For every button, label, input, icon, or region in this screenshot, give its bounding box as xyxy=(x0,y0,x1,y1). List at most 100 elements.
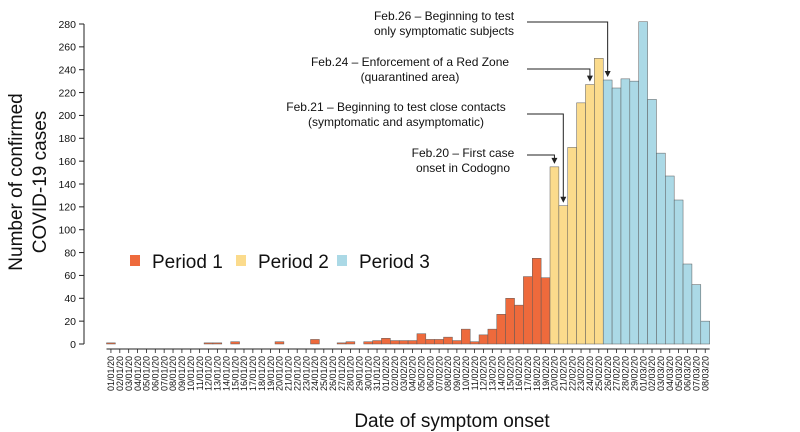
x-tick-label: 20/02/20 xyxy=(550,356,560,391)
bar-02/02/20 xyxy=(390,340,400,345)
bar-14/02/20 xyxy=(496,314,506,345)
bar-25/02/20 xyxy=(594,58,604,345)
annotation-arrowhead xyxy=(586,75,593,82)
x-tick-label: 26/01/20 xyxy=(328,356,338,391)
x-tick-label: 22/02/20 xyxy=(567,356,577,391)
bar-29/02/20 xyxy=(629,80,639,345)
bar-27/01/20 xyxy=(336,342,347,345)
annotation-arrow-line xyxy=(527,21,609,72)
bar-16/02/20 xyxy=(514,304,524,345)
x-tick-label: 04/01/20 xyxy=(133,356,143,391)
bar-18/02/20 xyxy=(532,258,542,345)
x-tick-label: 10/02/20 xyxy=(461,356,471,391)
bar-28/01/20 xyxy=(345,341,356,345)
x-tick-label: 29/02/20 xyxy=(629,356,639,391)
y-tick-label: 240 xyxy=(58,65,76,77)
x-tick-label: 23/01/20 xyxy=(301,356,311,391)
x-tick-label: 02/03/20 xyxy=(647,356,657,391)
x-tick-label: 28/01/20 xyxy=(346,356,356,391)
x-tick-label: 26/02/20 xyxy=(603,356,613,391)
bars-group xyxy=(106,21,710,345)
x-tick-label: 02/01/20 xyxy=(115,356,125,391)
x-tick-label: 03/03/20 xyxy=(656,356,666,391)
y-tick-label: 40 xyxy=(64,293,76,305)
bar-24/01/20 xyxy=(310,339,320,345)
annotation-arrowhead xyxy=(604,71,611,77)
bar-08/02/20 xyxy=(443,336,453,345)
legend-swatch-period-3 xyxy=(337,255,347,266)
x-tick-label: 15/01/20 xyxy=(230,356,240,391)
bar-15/01/20 xyxy=(230,341,240,345)
x-tick-label: 15/02/20 xyxy=(505,356,515,391)
x-tick-label: 16/02/20 xyxy=(514,356,524,391)
y-tick-label: 160 xyxy=(58,156,76,168)
annotation-text: only symptomatic subjects xyxy=(374,24,514,38)
y-axis-title-line2: COVID-19 cases xyxy=(30,111,51,254)
x-tick-label: 10/01/20 xyxy=(186,356,196,391)
x-tick-label: 08/03/20 xyxy=(700,356,710,391)
x-tick-label: 07/03/20 xyxy=(692,356,702,391)
x-tick-label: 31/01/20 xyxy=(372,356,382,391)
x-tick-label: 09/01/20 xyxy=(177,356,187,391)
x-tick-label: 27/01/20 xyxy=(337,356,347,391)
bar-01/02/20 xyxy=(381,338,391,345)
x-tick-label: 04/02/20 xyxy=(408,356,418,391)
x-tick-label: 07/01/20 xyxy=(159,356,169,391)
bar-31/01/20 xyxy=(372,340,382,345)
x-tick-label: 24/01/20 xyxy=(310,356,320,391)
bar-22/02/20 xyxy=(567,147,577,345)
legend: Period 1 Period 2 Period 3 xyxy=(130,252,430,273)
legend-label-period-3: Period 3 xyxy=(359,252,430,273)
bar-07/03/20 xyxy=(691,284,702,345)
x-tick-label: 04/03/20 xyxy=(665,356,675,391)
bar-17/02/20 xyxy=(523,276,533,345)
x-tick-label: 13/02/20 xyxy=(488,356,498,391)
bar-09/02/20 xyxy=(452,340,462,345)
x-tick-label: 23/02/20 xyxy=(576,356,586,391)
annotation-text: Feb.21 – Beginning to test close contact… xyxy=(286,100,505,114)
y-tick-label: 100 xyxy=(58,225,76,237)
x-tick-label: 05/01/20 xyxy=(142,356,152,391)
bar-08/03/20 xyxy=(700,320,710,345)
x-tick-label: 24/02/20 xyxy=(585,356,595,391)
annotation-text: (quarantined area) xyxy=(361,70,460,84)
x-tick-label: 03/01/20 xyxy=(124,356,134,391)
x-tick-label: 06/01/20 xyxy=(150,356,160,391)
x-tick-label: 05/02/20 xyxy=(417,356,427,391)
y-tick-label: 220 xyxy=(58,87,76,99)
bar-21/02/20 xyxy=(558,205,568,345)
x-tick-label: 08/02/20 xyxy=(443,356,453,391)
x-tick-label: 01/03/20 xyxy=(638,356,648,391)
bar-02/03/20 xyxy=(647,99,657,345)
annotation-text: Feb.24 – Enforcement of a Red Zone xyxy=(311,55,509,69)
x-tick-label: 29/01/20 xyxy=(355,356,365,391)
bar-15/02/20 xyxy=(505,298,515,345)
x-tick-label: 19/02/20 xyxy=(541,356,551,391)
x-tick-label: 16/01/20 xyxy=(239,356,249,391)
bar-24/02/20 xyxy=(585,84,595,345)
x-tick-label: 19/01/20 xyxy=(266,356,276,391)
x-tick-label: 06/03/20 xyxy=(683,356,693,391)
bar-11/02/20 xyxy=(469,341,480,345)
bar-01/03/20 xyxy=(638,21,648,345)
x-tick-label: 25/01/20 xyxy=(319,356,329,391)
y-tick-label: 0 xyxy=(70,339,76,351)
y-tick-label: 20 xyxy=(64,316,76,328)
x-axis: 01/01/2002/01/2003/01/2004/01/2005/01/20… xyxy=(106,348,710,391)
x-tick-label: 21/01/20 xyxy=(284,356,294,391)
y-tick-label: 60 xyxy=(64,270,76,282)
bar-13/01/20 xyxy=(212,342,223,345)
y-axis: 0 20 40 60 80 100 120 140 160 180 200 220 240 260 280 xyxy=(58,19,85,351)
annotation-arrow-line xyxy=(527,113,564,198)
x-tick-label: 01/01/20 xyxy=(106,356,116,391)
annotation-arrow-line xyxy=(527,154,555,159)
x-tick-label: 25/02/20 xyxy=(594,356,604,391)
x-tick-label: 20/01/20 xyxy=(275,356,285,391)
x-tick-label: 27/02/20 xyxy=(612,356,622,391)
annotation-text: onset in Codogno xyxy=(416,161,510,175)
y-tick-label: 180 xyxy=(58,133,76,145)
bar-26/02/20 xyxy=(602,79,613,345)
bar-04/03/20 xyxy=(665,175,675,345)
